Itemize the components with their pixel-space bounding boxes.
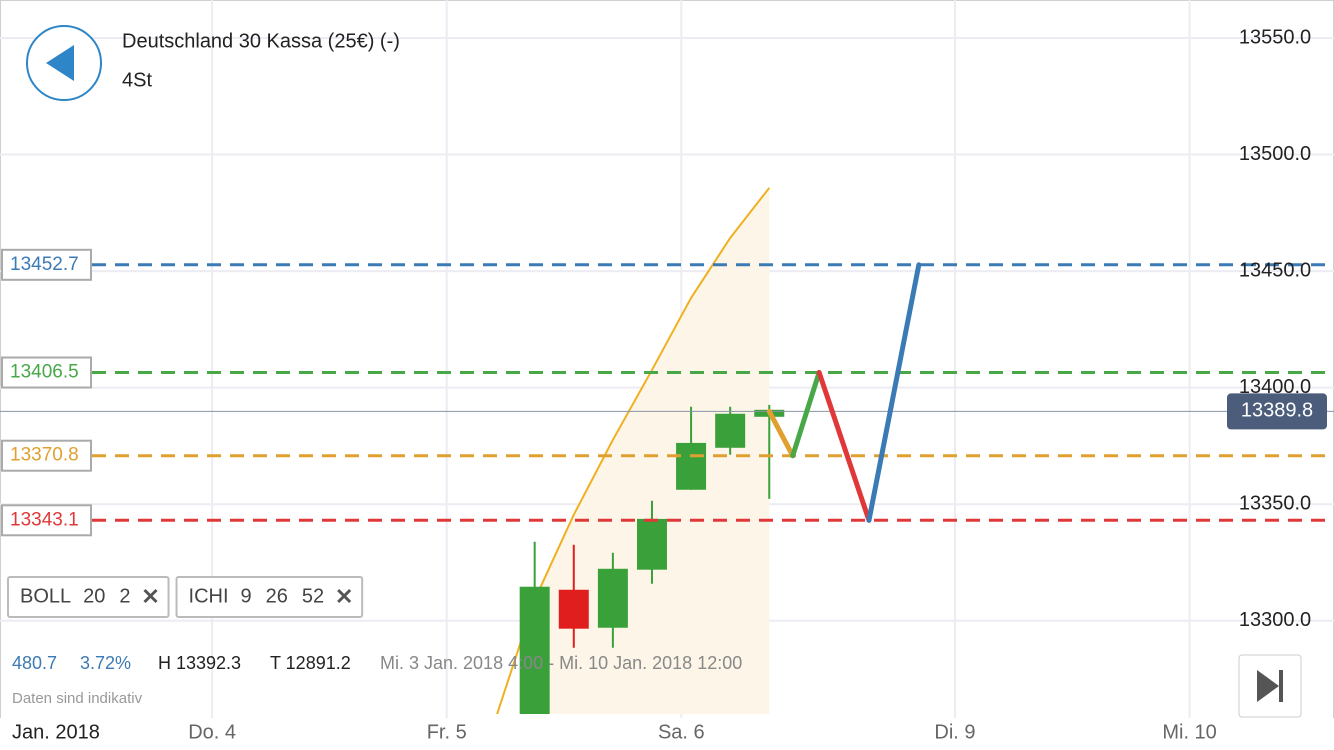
percent: 3.72% (80, 653, 131, 673)
x-tick-label: Fr. 5 (427, 721, 467, 743)
y-tick-label: 13350.0 (1239, 492, 1311, 514)
period: Mi. 3 Jan. 2018 4:00 - Mi. 10 Jan. 2018 … (380, 653, 742, 673)
y-tick-label: 13400.0 (1239, 376, 1311, 398)
back-icon (46, 45, 74, 81)
level-label: 13343.1 (10, 509, 79, 530)
chip-box (175, 576, 364, 618)
x-tick-label: Do. 4 (188, 721, 236, 743)
forecast-segment (790, 370, 822, 459)
range: 480.7 (12, 653, 57, 673)
interval: 4St (122, 69, 152, 91)
candle-body (636, 518, 667, 570)
candle-body (676, 442, 707, 490)
remove-icon (143, 588, 158, 604)
bollinger-band (534, 187, 770, 714)
chip-box (7, 576, 170, 618)
forecast-segment (766, 408, 796, 459)
indicator-param: 26 (266, 585, 288, 607)
overlay: Deutschland 30 Kassa (25€) (-) 4St Jan. … (0, 25, 1334, 750)
indicator-param: 20 (83, 585, 105, 607)
x-axis-strip (0, 718, 1334, 750)
y-tick-label: 13300.0 (1239, 609, 1311, 631)
indicator-param: 2 (119, 585, 130, 607)
instrument-title: Deutschland 30 Kassa (25€) (-) (122, 30, 400, 52)
high: H 13392.3 (158, 653, 241, 673)
remove-icon (337, 588, 352, 604)
level-label-box (1, 356, 92, 389)
jump-end-bar (1279, 670, 1283, 702)
indicator-param: 52 (302, 585, 324, 607)
candle-body (715, 413, 746, 448)
level-label-box (1, 439, 92, 472)
current-price-label: 13389.8 (1241, 400, 1313, 422)
candle-body (597, 568, 628, 628)
y-tick-label: 13550.0 (1239, 26, 1311, 48)
forecast-segment (816, 370, 872, 523)
x-tick-label: Di. 9 (934, 721, 975, 743)
indicator-param: 9 (241, 585, 252, 607)
current-price-box (1227, 393, 1327, 430)
indicator-name: ICHI (189, 585, 229, 607)
level-label: 13406.5 (10, 362, 79, 383)
y-tick-label: 13450.0 (1239, 259, 1311, 281)
jump-end-icon (1257, 670, 1279, 702)
indicator-name: BOLL (20, 585, 71, 607)
x-tick-label: Sa. 6 (658, 721, 705, 743)
level-label: 13452.7 (10, 254, 79, 275)
forecast-segment (866, 262, 922, 523)
low: T 12891.2 (270, 653, 351, 673)
candle-body (558, 589, 589, 629)
indicator-chip[interactable]: ICHI 9 26 52 (175, 576, 364, 618)
note: Daten sind indikativ (12, 690, 143, 707)
period-label: Jan. 2018 (12, 721, 100, 743)
indicator-chip[interactable]: BOLL 20 2 (7, 576, 170, 618)
level-label: 13370.8 (10, 445, 79, 466)
period-box (10, 720, 118, 748)
x-tick-label: Mi. 10 (1162, 721, 1216, 743)
y-tick-label: 13500.0 (1239, 143, 1311, 165)
bollinger-line (496, 187, 771, 714)
level-label-box (1, 248, 92, 281)
candle-body (519, 586, 550, 714)
plot (0, 187, 1334, 714)
level-label-box (1, 504, 92, 537)
